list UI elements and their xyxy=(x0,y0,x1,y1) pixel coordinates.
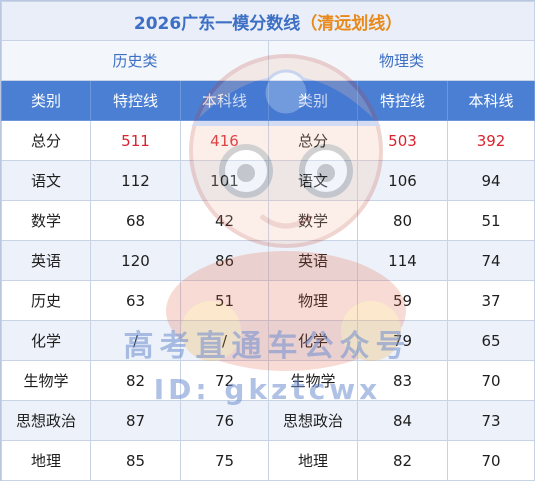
cell-bachelor-line: 392 xyxy=(446,120,535,161)
cell-special-line: 106 xyxy=(357,160,448,201)
cell-bachelor-line: 65 xyxy=(446,320,535,361)
cell-special-line: 63 xyxy=(90,280,181,321)
cell-special-line: 85 xyxy=(90,440,181,481)
cell-subject: 地理 xyxy=(1,440,91,481)
cell-bachelor-line: 70 xyxy=(446,440,535,481)
cell-subject: 思想政治 xyxy=(1,400,91,441)
group-row: 历史类 物理类 xyxy=(1,40,535,81)
cell-special-line: 503 xyxy=(357,120,448,161)
cell-bachelor-line: 70 xyxy=(446,360,535,401)
cell-bachelor-line: 101 xyxy=(180,160,269,201)
cell-bachelor-line: 42 xyxy=(180,200,269,241)
table-row: 总分 511 416 总分 503 392 xyxy=(1,120,535,161)
cell-subject: 地理 xyxy=(268,440,358,481)
table-row: 地理 85 75 地理 82 70 xyxy=(1,440,535,481)
col-header-special-history: 特控线 xyxy=(90,80,181,121)
cell-subject: 总分 xyxy=(268,120,358,161)
cell-subject: 语文 xyxy=(268,160,358,201)
cell-special-line: 59 xyxy=(357,280,448,321)
cell-subject: 思想政治 xyxy=(268,400,358,441)
col-header-special-physics: 特控线 xyxy=(357,80,448,121)
cell-special-line: 120 xyxy=(90,240,181,281)
cell-subject: 数学 xyxy=(268,200,358,241)
cell-special-line: 83 xyxy=(357,360,448,401)
cell-subject: 英语 xyxy=(268,240,358,281)
table-row: 英语 120 86 英语 114 74 xyxy=(1,240,535,281)
cell-special-line: / xyxy=(90,320,181,361)
cell-bachelor-line: 86 xyxy=(180,240,269,281)
header-row: 类别 特控线 本科线 类别 特控线 本科线 xyxy=(1,80,535,121)
cell-special-line: 84 xyxy=(357,400,448,441)
cell-bachelor-line: 416 xyxy=(180,120,269,161)
cell-special-line: 68 xyxy=(90,200,181,241)
group-history: 历史类 xyxy=(1,40,269,81)
col-header-subject-physics: 类别 xyxy=(268,80,358,121)
group-physics: 物理类 xyxy=(267,40,535,81)
cell-subject: 历史 xyxy=(1,280,91,321)
cell-subject: 化学 xyxy=(268,320,358,361)
cell-bachelor-line: / xyxy=(180,320,269,361)
col-header-bachelor-history: 本科线 xyxy=(180,80,269,121)
col-header-bachelor-physics: 本科线 xyxy=(446,80,535,121)
cell-special-line: 82 xyxy=(90,360,181,401)
cell-bachelor-line: 94 xyxy=(446,160,535,201)
cell-bachelor-line: 37 xyxy=(446,280,535,321)
cell-subject: 化学 xyxy=(1,320,91,361)
cell-subject: 生物学 xyxy=(268,360,358,401)
cell-bachelor-line: 76 xyxy=(180,400,269,441)
table-row: 思想政治 87 76 思想政治 84 73 xyxy=(1,400,535,441)
cell-special-line: 511 xyxy=(90,120,181,161)
cell-bachelor-line: 51 xyxy=(180,280,269,321)
cell-subject: 总分 xyxy=(1,120,91,161)
cell-bachelor-line: 51 xyxy=(446,200,535,241)
cell-subject: 英语 xyxy=(1,240,91,281)
table-row: 化学 / / 化学 79 65 xyxy=(1,320,535,361)
cell-bachelor-line: 74 xyxy=(446,240,535,281)
cell-subject: 物理 xyxy=(268,280,358,321)
table-title: 2026广东一模分数线（清远划线） xyxy=(0,1,535,41)
cell-special-line: 79 xyxy=(357,320,448,361)
col-header-subject-history: 类别 xyxy=(1,80,91,121)
table-row: 生物学 82 72 生物学 83 70 xyxy=(1,360,535,401)
cell-special-line: 82 xyxy=(357,440,448,481)
cell-special-line: 112 xyxy=(90,160,181,201)
cell-bachelor-line: 72 xyxy=(180,360,269,401)
title-row: 2026广东一模分数线（清远划线） xyxy=(0,1,535,41)
table-row: 数学 68 42 数学 80 51 xyxy=(1,200,535,241)
cell-bachelor-line: 73 xyxy=(446,400,535,441)
cell-special-line: 87 xyxy=(90,400,181,441)
title-sub: （清远划线） xyxy=(300,13,403,34)
cell-subject: 语文 xyxy=(1,160,91,201)
table-row: 语文 112 101 语文 106 94 xyxy=(1,160,535,201)
table-row: 历史 63 51 物理 59 37 xyxy=(1,280,535,321)
title-main: 2026广东一模分数线 xyxy=(133,13,301,34)
cell-special-line: 114 xyxy=(357,240,448,281)
cell-subject: 数学 xyxy=(1,200,91,241)
cell-bachelor-line: 75 xyxy=(180,440,269,481)
cell-subject: 生物学 xyxy=(1,360,91,401)
cell-special-line: 80 xyxy=(357,200,448,241)
